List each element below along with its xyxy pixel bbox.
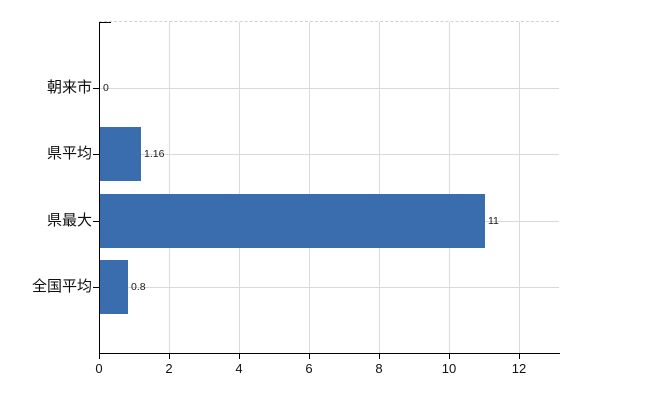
category-label: 全国平均 [31, 278, 92, 295]
y-axis-top-cap [99, 22, 111, 23]
x-axis-tick-8 [379, 354, 380, 359]
x-tick-label: 10 [441, 361, 457, 376]
category-label: 県平均 [46, 145, 92, 162]
value-label: 0 [103, 82, 109, 94]
plot-top-border [99, 21, 559, 22]
x-tick-label: 2 [165, 361, 173, 376]
x-axis-tick-2 [169, 354, 170, 359]
x-axis-tick-0 [99, 354, 100, 359]
x-axis-tick-12 [519, 354, 520, 359]
y-axis-tick [93, 221, 99, 222]
gridline-y-0 [99, 88, 559, 89]
x-tick-label: 4 [235, 361, 243, 376]
bar-全国平均 [100, 260, 128, 314]
x-tick-label: 8 [375, 361, 383, 376]
x-tick-label: 0 [95, 361, 103, 376]
gridline-x-2 [169, 22, 170, 353]
bar-県最大 [100, 194, 485, 248]
gridline-x-10 [449, 22, 450, 353]
category-label: 朝来市 [46, 79, 92, 96]
gridline-y-3 [99, 287, 559, 288]
y-axis-tick [93, 88, 99, 89]
x-tick-label: 12 [511, 361, 527, 376]
value-label: 1.16 [144, 148, 165, 160]
x-axis-tick-10 [449, 354, 450, 359]
y-axis-tick [93, 287, 99, 288]
gridline-y-1 [99, 154, 559, 155]
y-axis-tick [93, 154, 99, 155]
x-axis-tick-4 [239, 354, 240, 359]
gridline-x-12 [519, 22, 520, 353]
gridline-x-4 [239, 22, 240, 353]
y-axis-line [99, 22, 100, 354]
value-label: 11 [488, 215, 499, 227]
category-label: 県最大 [46, 212, 92, 229]
gridline-x-6 [309, 22, 310, 353]
value-label: 0.8 [131, 281, 146, 293]
gridline-x-8 [379, 22, 380, 353]
x-axis-line [99, 353, 560, 354]
bar-県平均 [100, 127, 141, 181]
x-tick-label: 6 [305, 361, 313, 376]
x-axis-tick-6 [309, 354, 310, 359]
